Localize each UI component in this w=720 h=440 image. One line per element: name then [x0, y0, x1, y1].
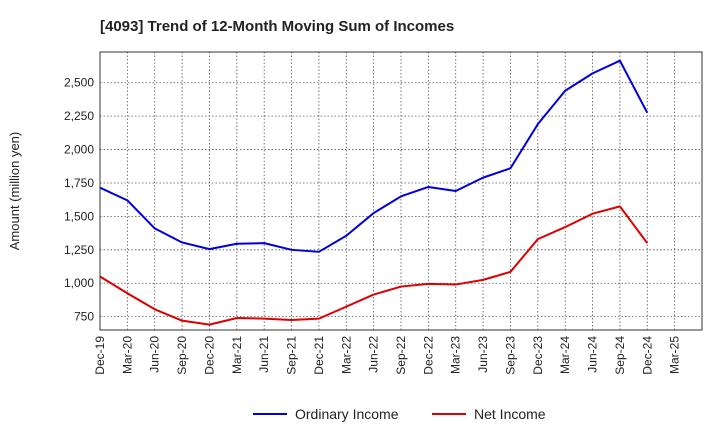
x-tick-label: Mar-21: [230, 336, 244, 374]
y-tick-label: 1,000: [64, 276, 94, 290]
x-tick-label: Sep-24: [613, 336, 627, 375]
x-tick-label: Sep-22: [394, 336, 408, 375]
x-tick-label: Mar-25: [668, 336, 682, 374]
x-tick-label: Dec-20: [202, 336, 216, 375]
legend-label-ordinary-income: Ordinary Income: [295, 406, 399, 422]
x-tick-label: Dec-19: [93, 336, 107, 375]
x-tick-label: Sep-21: [285, 336, 299, 375]
x-tick-label: Jun-23: [476, 336, 490, 373]
x-tick-label: Dec-21: [312, 336, 326, 375]
x-tick-label: Sep-23: [503, 336, 517, 375]
y-tick-label: 1,500: [64, 209, 94, 223]
series-layer: [99, 59, 649, 326]
y-tick-labels: 750 1,000 1,250 1,500 1,750 2,000 2,250 2,500: [64, 76, 94, 324]
x-tick-label: Jun-20: [148, 336, 162, 373]
y-tick-label: 750: [74, 310, 94, 324]
x-tick-label: Jun-22: [367, 336, 381, 373]
x-tick-label: Mar-23: [449, 336, 463, 374]
y-tick-label: 2,250: [64, 109, 94, 123]
x-tick-labels: Dec-19 Mar-20 Jun-20 Sep-20 Dec-20 Mar-21 Jun-…: [93, 336, 682, 375]
x-tick-label: Mar-20: [120, 336, 134, 374]
plot-area: [99, 51, 703, 331]
legend-label-net-income: Net Income: [474, 406, 546, 422]
y-tick-label: 1,250: [64, 243, 94, 257]
x-tick-label: Dec-22: [421, 336, 435, 375]
x-tick-label: Sep-20: [175, 336, 189, 375]
x-tick-label: Mar-24: [558, 336, 572, 374]
series-line-net-income: [99, 205, 649, 326]
y-tick-label: 2,000: [64, 143, 94, 157]
y-tick-label: 1,750: [64, 176, 94, 190]
series-line-ordinary-income: [99, 59, 649, 253]
grid: [100, 52, 702, 330]
legend: Ordinary Income Net Income: [253, 406, 546, 422]
x-tick-label: Dec-23: [531, 336, 545, 375]
chart-title: [4093] Trend of 12-Month Moving Sum of I…: [100, 18, 454, 35]
x-tick-label: Dec-24: [640, 336, 654, 375]
y-tick-label: 2,500: [64, 76, 94, 90]
x-tick-label: Jun-24: [586, 336, 600, 373]
y-axis-label: Amount (million yen): [7, 132, 22, 251]
x-tick-label: Mar-22: [339, 336, 353, 374]
x-tick-label: Jun-21: [257, 336, 271, 373]
